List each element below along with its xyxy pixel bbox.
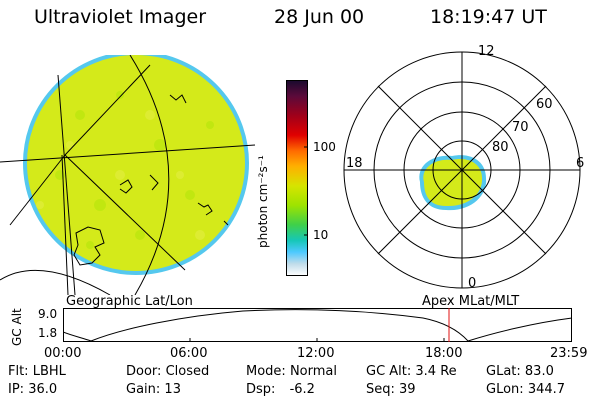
mlt-label-12: 12 [478,44,495,59]
lat-label-60: 60 [536,97,553,112]
info-glon: GLon: 344.7 [486,382,566,397]
lat-label-80: 80 [492,140,509,155]
altitude-ylabel: GC Alt [10,308,24,346]
time-label: 18:19:47 UT [430,6,547,28]
apex-label: Apex MLat/MLT [422,294,520,309]
altitude-xtick-2359: 23:59 [550,346,588,361]
geographic-label: Geographic Lat/Lon [66,294,193,309]
info-flt: Flt: LBHL [8,364,66,379]
altitude-xtick-0600: 06:00 [170,346,208,361]
altitude-ytick-9: 9.0 [38,307,58,321]
info-gain: Gain: 13 [126,382,181,397]
geo-earth-disk [23,55,249,275]
colorbar-tick-100: 100 [313,140,336,154]
date-label: 28 Jun 00 [274,6,365,28]
altitude-xtick-0000: 00:00 [44,346,82,361]
altitude-xtick-1200: 12:00 [297,346,335,361]
altitude-curve [63,309,573,342]
info-seq: Seq: 39 [366,382,416,397]
colorbar-tick-10: 10 [313,228,329,242]
altitude-ytick-1-8: 1.8 [38,326,58,340]
info-ip: IP: 36.0 [8,382,58,397]
info-door: Door: Closed [126,364,210,379]
geo-grid-lines [0,55,256,295]
geographic-image [0,55,256,295]
colorbar-unit-label: photon cm⁻²s⁻¹ [256,155,270,248]
instrument-title: Ultraviolet Imager [34,6,207,28]
apex-polar-plot [343,51,581,289]
mlt-label-6: 6 [576,156,585,171]
info-mode: Mode: Normal [246,364,337,379]
mlt-label-0: 0 [468,276,477,291]
altitude-plot [63,308,573,342]
geo-coastlines [73,94,229,266]
lat-label-70: 70 [512,120,529,135]
info-dsp: Dsp: -6.2 [246,382,315,397]
mlt-label-18: 18 [346,156,363,171]
info-glat: GLat: 83.0 [486,364,554,379]
altitude-xtick-1800: 18:00 [425,346,463,361]
colorbar [286,80,308,276]
info-gc-alt: GC Alt: 3.4 Re [366,364,457,379]
